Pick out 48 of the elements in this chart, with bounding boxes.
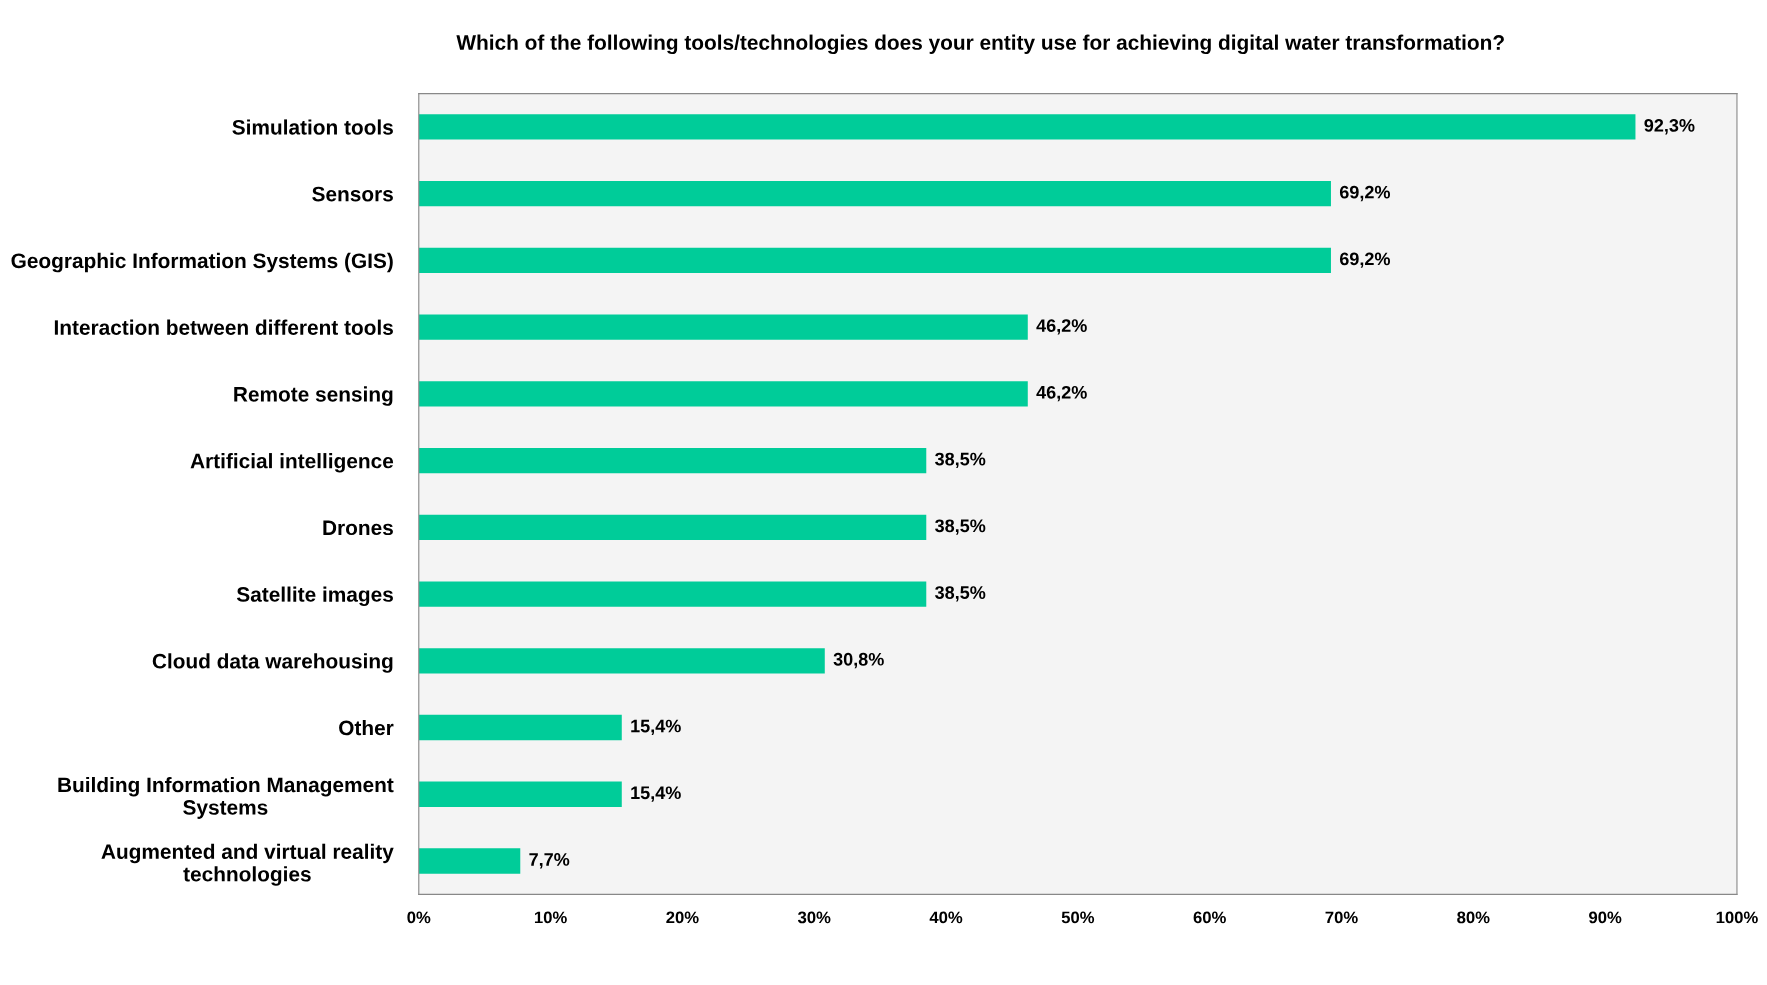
data-label: 46,2% (1036, 385, 1087, 402)
data-label: 92,3% (1644, 119, 1695, 135)
bar (418, 781, 622, 807)
y-tick-label: Simulation tools (232, 119, 393, 135)
y-tick-label: Sensors (312, 186, 393, 202)
bar (418, 648, 825, 674)
y-tick-label: Cloud data warehousing (152, 653, 393, 673)
x-tick-label: 40% (929, 911, 963, 924)
bar (418, 514, 927, 541)
bar (418, 381, 1028, 407)
y-tick-label: Geographic Information Systems (GIS) (11, 252, 393, 273)
data-label: 69,2% (1339, 252, 1391, 268)
data-label: 38,5% (935, 452, 986, 469)
y-tick-label: Augmented and virtual reality technologies (101, 843, 394, 886)
data-label: 15,4% (631, 719, 681, 736)
data-label: 38,5% (935, 586, 986, 602)
y-tick-label: Satellite images (236, 586, 393, 607)
y-tick-label: Interaction between different tools (54, 319, 393, 335)
y-tick-label: Artificial intelligence (190, 453, 394, 473)
data-label: 69,2% (1339, 185, 1391, 202)
data-label: 30,8% (833, 652, 884, 669)
x-tick-label: 90% (1589, 911, 1622, 924)
data-label: 46,2% (1036, 319, 1087, 335)
bar (418, 447, 927, 474)
bar (418, 247, 1331, 274)
bar (418, 714, 622, 741)
x-tick-label: 30% (797, 911, 831, 924)
bar (418, 114, 1636, 140)
y-tick-label: Building Information Management Systems (58, 776, 394, 819)
x-tick-label: 10% (534, 911, 567, 924)
chart-title: Which of the following tools/technologies does your entity use for achieving digital water transformation? (456, 34, 1504, 55)
x-tick-label: 70% (1325, 911, 1358, 924)
bar (418, 181, 1331, 207)
x-tick-label: 100% (1716, 911, 1758, 924)
y-tick-label: Other (339, 720, 394, 736)
y-tick-label: Remote sensing (234, 386, 393, 406)
bar (418, 581, 927, 607)
x-tick-label: 50% (1061, 911, 1095, 924)
data-label: 15,4% (631, 786, 681, 802)
bar (418, 848, 521, 874)
x-tick-label: 80% (1457, 911, 1490, 924)
y-tick-label: Drones (323, 520, 393, 536)
bar (418, 314, 1028, 340)
x-tick-label: 0% (407, 911, 431, 924)
data-label: 7,7% (529, 853, 570, 869)
data-label: 38,5% (935, 519, 986, 535)
x-tick-label: 60% (1193, 911, 1226, 924)
x-tick-label: 20% (666, 911, 699, 924)
